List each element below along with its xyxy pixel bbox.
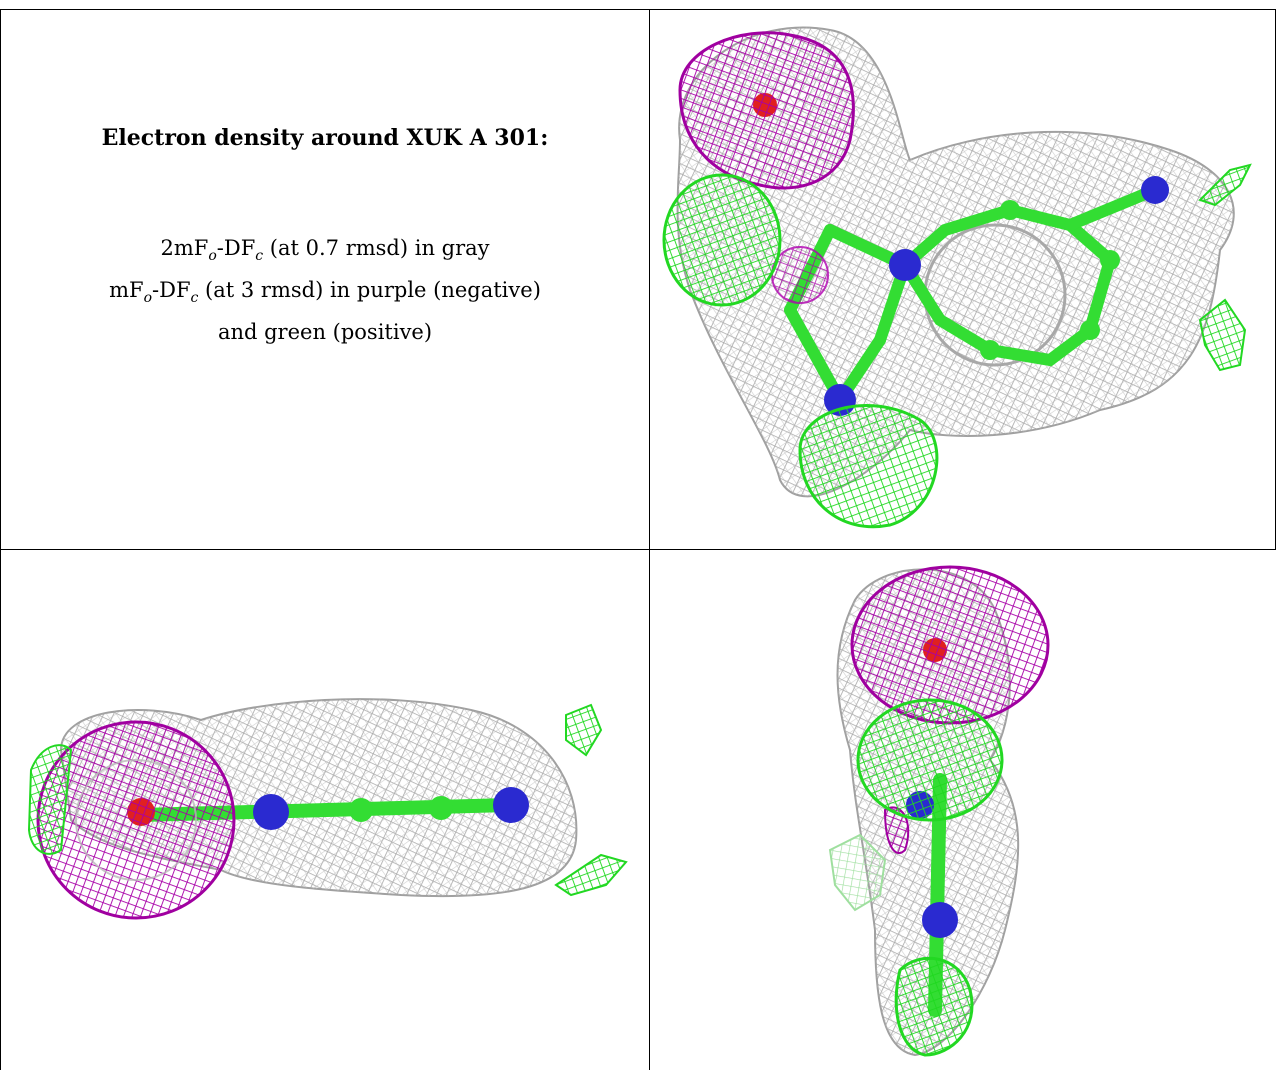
table-middle-border xyxy=(0,549,1276,550)
density-panel-bottom-right xyxy=(650,550,1275,1070)
density-map-view-2-icon xyxy=(27,698,628,920)
positive-density-mesh xyxy=(662,163,1252,529)
caption-line-difference: mFo-DFc (at 3 rmsd) in purple (negative) xyxy=(109,278,541,307)
table-center-border xyxy=(649,9,650,1070)
density-panel-bottom-left xyxy=(1,550,649,1070)
positive-density-mesh xyxy=(828,698,1004,1057)
density-map-view-3-icon xyxy=(828,565,1050,1057)
positive-density-mesh xyxy=(27,703,628,897)
table-top-border xyxy=(0,9,1276,10)
table-left-border xyxy=(0,9,1,1070)
caption-title: Electron density around XUK A 301: xyxy=(101,125,549,151)
figure-caption: Electron density around XUK A 301: 2mFo-… xyxy=(10,125,640,349)
caption-line-positive: and green (positive) xyxy=(217,320,433,345)
density-map-view-1-icon xyxy=(662,26,1252,529)
density-panel-top-right xyxy=(650,10,1275,549)
caption-line-gray: 2mFo-DFc (at 0.7 rmsd) in gray xyxy=(160,236,490,265)
negative-density-mesh xyxy=(678,31,855,304)
